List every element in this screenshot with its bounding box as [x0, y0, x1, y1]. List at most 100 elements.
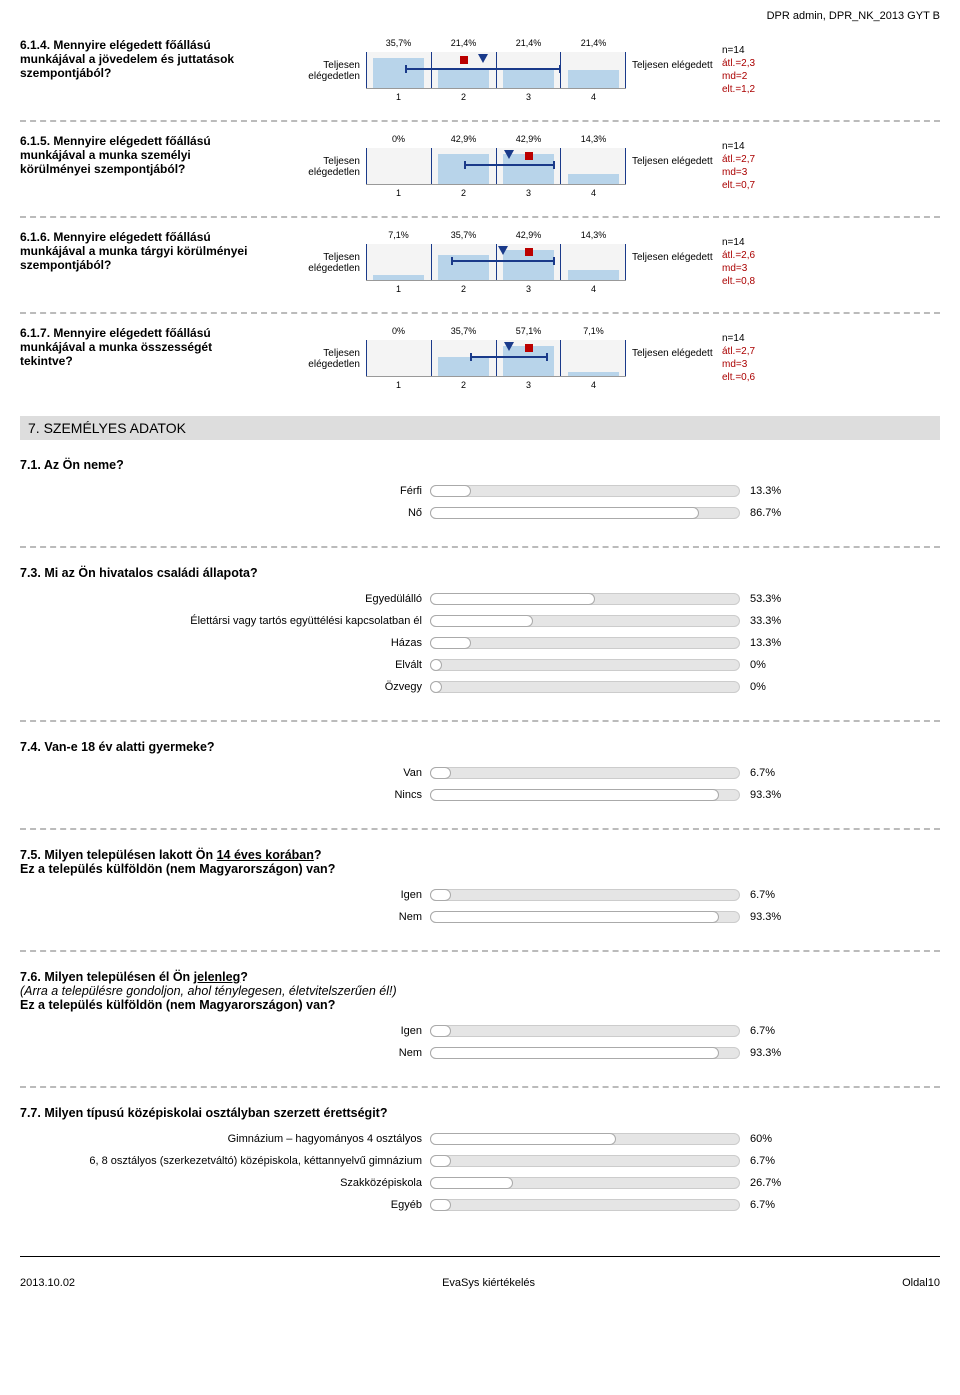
hbar-track [430, 1047, 740, 1059]
hbar-percent: 93.3% [740, 789, 781, 801]
hbar-row: Nincs 93.3% [20, 786, 940, 804]
scale-min-label: Teljesen elégedetlen [270, 134, 360, 178]
hbar-track [430, 1177, 740, 1189]
likert-stats: n=14átl.=2,7md=3elt.=0,6 [722, 326, 782, 384]
question-text: 6.1.5. Mennyire elégedett főállású munká… [20, 134, 270, 176]
hbar-track [430, 889, 740, 901]
hbar-percent: 6.7% [740, 889, 775, 901]
hbar-percent: 93.3% [740, 1047, 781, 1059]
hbar-percent: 13.3% [740, 637, 781, 649]
question-title: 7.3. Mi az Ön hivatalos családi állapota… [20, 566, 940, 580]
likert-question: 6.1.5. Mennyire elégedett főállású munká… [20, 122, 940, 218]
hbar-label: Szakközépiskola [20, 1177, 430, 1189]
hbar-track [430, 789, 740, 801]
hbar-row: Nem 93.3% [20, 1044, 940, 1062]
hbar-label: Nem [20, 911, 430, 923]
hbar-row: Gimnázium – hagyományos 4 osztályos 60% … [20, 1130, 940, 1148]
scale-max-label: Teljesen elégedett [632, 230, 722, 263]
hbar-percent: 93.3% [740, 911, 781, 923]
hbar-label: Igen [20, 1025, 430, 1037]
hbar-percent: 6.7% [740, 1155, 775, 1167]
hbar-percent: 53.3% [740, 593, 781, 605]
hbar-percent: 6.7% [740, 767, 775, 779]
hbar-label: Egyedülálló [20, 593, 430, 605]
scale-min-label: Teljesen elégedetlen [270, 38, 360, 82]
footer-date: 2013.10.02 [20, 1277, 75, 1289]
question-title: 7.6. Milyen településen él Ön jelenleg?(… [20, 970, 940, 1012]
footer-page: Oldal10 [902, 1277, 940, 1289]
hbar-track [430, 1155, 740, 1167]
hbar-label: Igen [20, 889, 430, 901]
likert-question: 6.1.6. Mennyire elégedett főállású munká… [20, 218, 940, 314]
question-text: 6.1.4. Mennyire elégedett főállású munká… [20, 38, 270, 80]
hbar-percent: 13.3% [740, 485, 781, 497]
hbar-track [430, 1199, 740, 1211]
hbar-row: 6, 8 osztályos (szerkezetváltó) középisk… [20, 1152, 940, 1170]
hbar-row: Férfi 13.3% n=15 [20, 482, 940, 500]
hbar-question: 7.6. Milyen településen él Ön jelenleg?(… [20, 970, 940, 1088]
question-text: 6.1.6. Mennyire elégedett főállású munká… [20, 230, 270, 272]
hbar-row: Élettársi vagy tartós együttélési kapcso… [20, 612, 940, 630]
hbar-question: 7.4. Van-e 18 év alatti gyermeke? Van 6.… [20, 740, 940, 830]
hbar-track [430, 615, 740, 627]
hbar-track [430, 1133, 740, 1145]
likert-stats: n=14átl.=2,7md=3elt.=0,7 [722, 134, 782, 192]
hbar-track [430, 507, 740, 519]
hbar-label: Van [20, 767, 430, 779]
question-title: 7.7. Milyen típusú középiskolai osztályb… [20, 1106, 940, 1120]
hbar-percent: 0% [740, 659, 766, 671]
hbar-track [430, 767, 740, 779]
hbar-row: Nem 93.3% [20, 908, 940, 926]
scale-min-label: Teljesen elégedetlen [270, 230, 360, 274]
section-7-header: 7. SZEMÉLYES ADATOK [20, 416, 940, 440]
hbar-row: Nő 86.7% [20, 504, 940, 522]
question-text: 6.1.7. Mennyire elégedett főállású munká… [20, 326, 270, 368]
hbar-track [430, 1025, 740, 1037]
hbar-percent: 6.7% [740, 1199, 775, 1211]
scale-max-label: Teljesen elégedett [632, 134, 722, 167]
scale-min-label: Teljesen elégedetlen [270, 326, 360, 370]
hbar-row: Igen 6.7% n=15 [20, 886, 940, 904]
page-footer: 2013.10.02 EvaSys kiértékelés Oldal10 [20, 1256, 940, 1289]
hbar-row: Egyedülálló 53.3% n=15 [20, 590, 940, 608]
hbar-track [430, 485, 740, 497]
hbar-label: Férfi [20, 485, 430, 497]
hbar-label: Élettársi vagy tartós együttélési kapcso… [20, 615, 430, 627]
hbar-track [430, 659, 740, 671]
hbar-label: 6, 8 osztályos (szerkezetváltó) középisk… [20, 1155, 430, 1167]
hbar-percent: 60% [740, 1133, 772, 1145]
hbar-label: Nincs [20, 789, 430, 801]
hbar-label: Özvegy [20, 681, 430, 693]
hbar-row: Házas 13.3% [20, 634, 940, 652]
hbar-percent: 0% [740, 681, 766, 693]
hbar-question: 7.5. Milyen településen lakott Ön 14 éve… [20, 848, 940, 952]
likert-chart: 7,1%35,7%42,9%14,3% 1234 [366, 230, 626, 300]
hbar-label: Házas [20, 637, 430, 649]
likert-chart: 0%42,9%42,9%14,3% 1234 [366, 134, 626, 204]
hbar-row: Özvegy 0% [20, 678, 940, 696]
hbar-row: Szakközépiskola 26.7% [20, 1174, 940, 1192]
scale-max-label: Teljesen elégedett [632, 38, 722, 71]
hbar-row: Elvált 0% [20, 656, 940, 674]
hbar-track [430, 593, 740, 605]
hbar-row: Igen 6.7% n=15 [20, 1022, 940, 1040]
question-title: 7.1. Az Ön neme? [20, 458, 940, 472]
hbar-percent: 33.3% [740, 615, 781, 627]
hbar-percent: 6.7% [740, 1025, 775, 1037]
likert-question: 6.1.4. Mennyire elégedett főállású munká… [20, 26, 940, 122]
hbar-question: 7.1. Az Ön neme? Férfi 13.3% n=15 Nő 86.… [20, 458, 940, 548]
hbar-label: Nem [20, 1047, 430, 1059]
footer-system: EvaSys kiértékelés [442, 1277, 535, 1289]
hbar-percent: 86.7% [740, 507, 781, 519]
question-title: 7.4. Van-e 18 év alatti gyermeke? [20, 740, 940, 754]
hbar-percent: 26.7% [740, 1177, 781, 1189]
hbar-track [430, 637, 740, 649]
page-header: DPR admin, DPR_NK_2013 GYT B [20, 10, 940, 26]
hbar-question: 7.3. Mi az Ön hivatalos családi állapota… [20, 566, 940, 722]
hbar-question: 7.7. Milyen típusú középiskolai osztályb… [20, 1106, 940, 1238]
hbar-track [430, 681, 740, 693]
hbar-label: Egyéb [20, 1199, 430, 1211]
hbar-row: Egyéb 6.7% [20, 1196, 940, 1214]
hbar-label: Nő [20, 507, 430, 519]
likert-stats: n=14átl.=2,3md=2elt.=1,2 [722, 38, 782, 96]
